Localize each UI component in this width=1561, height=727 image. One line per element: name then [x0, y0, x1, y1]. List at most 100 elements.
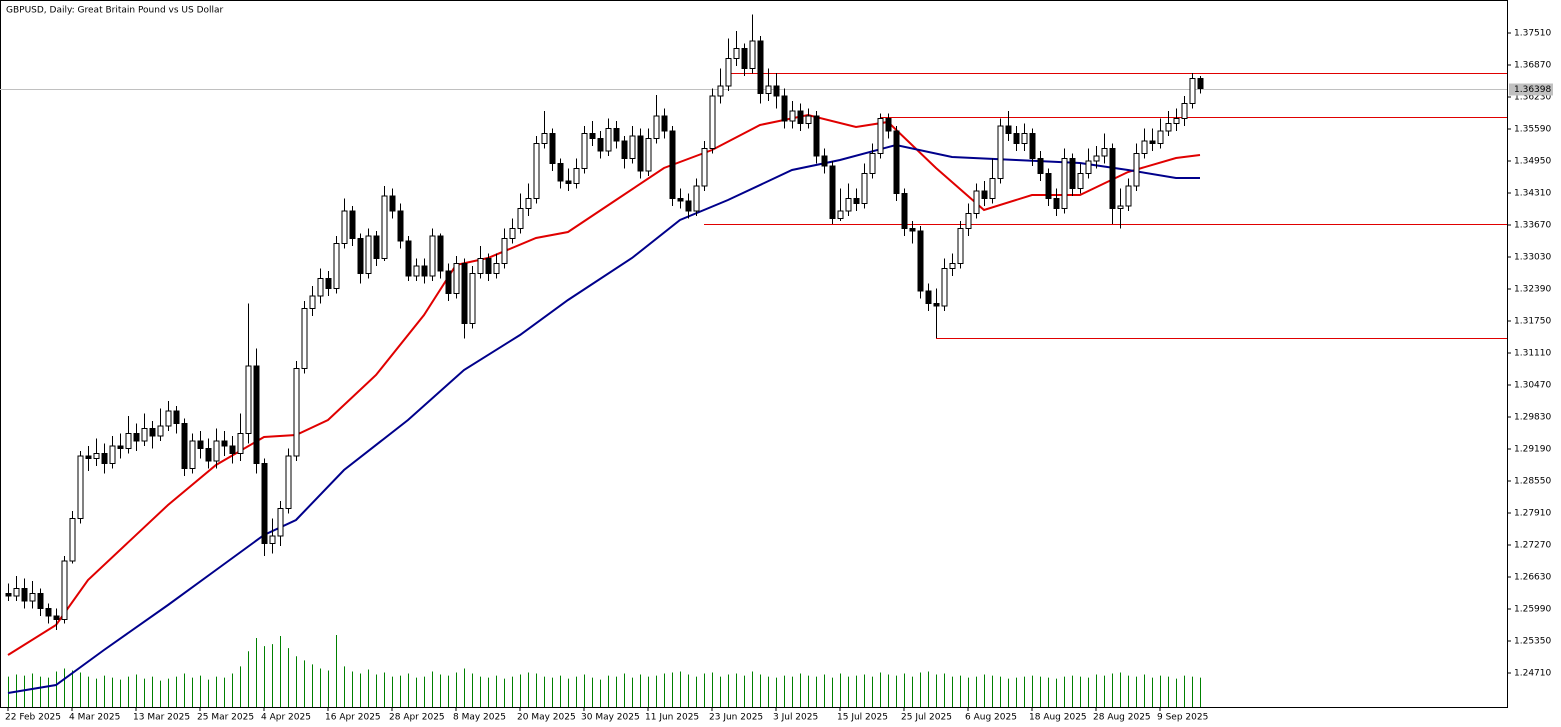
candle-body [1101, 148, 1108, 157]
candle-body [397, 210, 404, 242]
y-tick-label: 1.35590 [1514, 125, 1551, 135]
candle-body [93, 453, 100, 459]
candle-body [1037, 158, 1044, 174]
candle-body [1013, 133, 1020, 144]
candle-body [461, 263, 468, 324]
candle-body [509, 228, 516, 239]
candle-body [613, 128, 620, 142]
candle-body [597, 138, 604, 152]
candle-body [637, 135, 644, 172]
x-tick-label: 20 May 2025 [517, 713, 576, 723]
candle-body [885, 118, 892, 132]
y-tick-label: 1.33030 [1514, 253, 1551, 263]
candle-body [717, 85, 724, 97]
x-tick-label: 30 May 2025 [581, 713, 640, 723]
candle-body [861, 173, 868, 204]
candle-body [29, 593, 36, 602]
candle-body [933, 303, 940, 307]
x-tick-label: 4 Apr 2025 [261, 713, 311, 723]
candle-body [133, 433, 140, 442]
candle-body [557, 163, 564, 182]
candle-body [1189, 78, 1196, 104]
y-tick-label: 1.25350 [1514, 637, 1551, 647]
candle-body [277, 508, 284, 537]
plot-frame [0, 0, 1508, 708]
moving-average [7, 143, 1200, 694]
current-price-box [1509, 83, 1553, 96]
candle-body [357, 238, 364, 274]
candle-body [781, 95, 788, 122]
candle-body [493, 263, 500, 274]
candle-body [477, 258, 484, 274]
candle-body [181, 423, 188, 469]
candle-body [37, 593, 44, 609]
y-tick-label: 1.27270 [1514, 541, 1551, 551]
candle-body [1093, 155, 1100, 162]
candle-body [381, 195, 388, 259]
candle-body [685, 200, 692, 212]
y-tick-label: 1.29190 [1514, 445, 1551, 455]
candle-body [13, 588, 20, 597]
y-tick-label: 1.26630 [1514, 573, 1551, 583]
y-tick-label: 1.27910 [1514, 509, 1551, 519]
x-tick-label: 11 Jun 2025 [645, 713, 699, 723]
candle-body [877, 118, 884, 154]
candle-body [365, 235, 372, 274]
candle-body [677, 198, 684, 202]
candle-body [253, 365, 260, 464]
candle-body [349, 210, 356, 239]
candle-body [517, 208, 524, 229]
candle-body [845, 198, 852, 212]
candle-body [85, 455, 92, 459]
candle-body [1077, 173, 1084, 189]
candle-body [789, 110, 796, 122]
candle-body [941, 268, 948, 307]
candle-body [869, 153, 876, 174]
candle-body [373, 235, 380, 259]
candle-body [269, 535, 276, 544]
x-tick-label: 15 Jul 2025 [837, 713, 888, 723]
candle-body [741, 48, 748, 69]
candle-body [605, 128, 612, 152]
candle-body [1109, 148, 1116, 209]
candle-body [221, 440, 228, 447]
candle-body [733, 48, 740, 59]
candle-body [189, 440, 196, 469]
candle-body [581, 133, 588, 169]
candle-body [1149, 140, 1156, 144]
candle-body [973, 190, 980, 214]
candle-body [389, 195, 396, 212]
candle-body [453, 263, 460, 294]
y-tick-label: 1.25990 [1514, 605, 1551, 615]
candle-body [853, 198, 860, 204]
candle-body [285, 455, 292, 509]
y-tick-label: 1.32390 [1514, 285, 1551, 295]
candle-body [5, 593, 12, 597]
x-tick-label: 23 Jun 2025 [709, 713, 763, 723]
x-tick-label: 16 Apr 2025 [325, 713, 381, 723]
x-tick-label: 6 Aug 2025 [965, 713, 1017, 723]
candle-body [1085, 160, 1092, 174]
candle-body [1197, 78, 1204, 89]
candle-body [21, 588, 28, 602]
x-tick-label: 3 Jul 2025 [773, 713, 818, 723]
candle-body [533, 143, 540, 199]
candle-body [573, 168, 580, 184]
candle-body [117, 445, 124, 449]
candle-body [197, 440, 204, 449]
candle-body [469, 273, 476, 324]
candle-body [1029, 133, 1036, 159]
y-tick-label: 1.36870 [1514, 61, 1551, 71]
y-tick-label: 1.24710 [1514, 669, 1551, 679]
y-tick-label: 1.31110 [1514, 349, 1551, 359]
candle-body [125, 433, 132, 449]
candle-body [541, 133, 548, 144]
candle-body [1117, 205, 1124, 209]
candle-body [341, 210, 348, 244]
y-tick-label: 1.37510 [1514, 29, 1551, 39]
candle-body [749, 40, 756, 69]
candle-body [405, 240, 412, 277]
x-tick-label: 8 May 2025 [453, 713, 506, 723]
candle-body [669, 130, 676, 199]
